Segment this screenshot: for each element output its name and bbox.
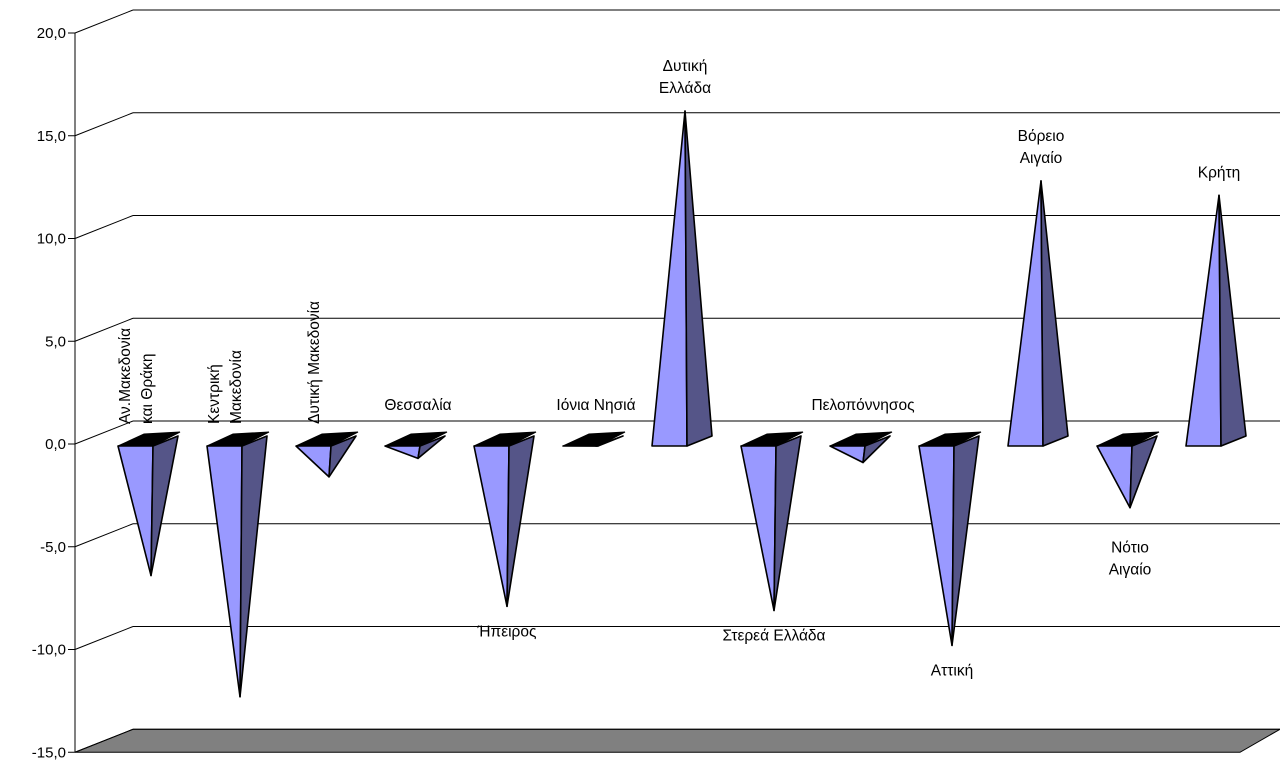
cone-side-face (595, 435, 624, 447)
category-label: Ιόνια Νησιά (556, 397, 635, 414)
cone-front-face (1007, 180, 1044, 447)
category-label: Κρήτη (1198, 164, 1241, 181)
cone-bar (918, 431, 982, 647)
cone-bar (740, 431, 804, 612)
cone-front-face (295, 445, 332, 478)
cone-side-face (684, 110, 713, 447)
cone-bar (562, 431, 626, 447)
category-label: Βόρειο (1018, 128, 1065, 145)
cone-side-face (328, 435, 357, 478)
y-tick-label: 0,0 (45, 436, 66, 453)
y-axis: 20,0 15,0 10,0 5,0 0,0 -5,0 -10,0 -15,0 (32, 25, 76, 761)
cone-bar (384, 431, 448, 460)
gridline-diagonal (74, 626, 134, 650)
category-label: Αν.Μακεδονία (117, 328, 134, 424)
cone-side-face (773, 435, 802, 612)
cone-side-face (1040, 180, 1069, 447)
gridline-diagonal (74, 728, 134, 753)
cone-front-face (829, 445, 866, 464)
category-label: και Θράκη (139, 354, 156, 424)
cone-front-face (117, 445, 154, 577)
cone-bar (295, 431, 359, 478)
cone-bar (1096, 431, 1160, 509)
cone-side-face (951, 435, 980, 647)
category-label: Ελλάδα (659, 80, 711, 97)
y-tick-label: -10,0 (32, 642, 66, 659)
cone-bar (651, 110, 713, 447)
gridline-diagonal (74, 420, 134, 445)
gridline-diagonal (74, 317, 134, 342)
category-label: Θεσσαλία (384, 397, 451, 414)
cone-side-face (1129, 435, 1158, 509)
cone-front-face (918, 445, 955, 647)
category-labels-layer: Αν.Μακεδονία και Θράκη Κεντρική Μακεδονία Δυ… (117, 58, 1240, 679)
cone-front-face (473, 445, 510, 608)
cone-front-face (740, 445, 777, 612)
category-label: Αιγαίο (1109, 562, 1152, 579)
y-tick-label: 10,0 (37, 231, 66, 248)
cone-front-face (206, 445, 243, 698)
grid-layer (74, 9, 1280, 753)
category-label: Αιγαίο (1020, 150, 1063, 167)
cone-bar (829, 431, 893, 464)
category-label: Στερεά Ελλάδα (722, 627, 825, 644)
gridline-diagonal (74, 523, 134, 548)
y-tick-label: -15,0 (32, 744, 66, 761)
cone-side-face (506, 435, 535, 608)
y-tick-label: 15,0 (37, 128, 66, 145)
category-label: Δυτική Μακεδονία (306, 301, 323, 424)
gridline-diagonal (74, 9, 134, 34)
cone-side-face (417, 435, 446, 460)
cone-side-face (1218, 194, 1247, 447)
y-tick-label: 5,0 (45, 333, 66, 350)
chart-floor-layer (74, 728, 1280, 753)
cone-front-face (1096, 445, 1133, 509)
y-tick-label: -5,0 (40, 539, 66, 556)
cone-bar (473, 431, 537, 608)
cone-bar (206, 431, 270, 698)
cone-side-face (862, 435, 891, 464)
cone-front-face (384, 445, 421, 460)
gridline-diagonal (74, 215, 134, 239)
cone-front-face (1185, 194, 1222, 447)
category-label: Μακεδονία (228, 350, 245, 424)
cone-bar (1185, 194, 1247, 447)
gridline-diagonal (74, 112, 134, 137)
category-label: Πελοπόννησος (811, 397, 914, 414)
chart-floor (74, 728, 1280, 753)
cone-side-face (239, 435, 268, 698)
cone-bar (117, 431, 181, 577)
category-label: Αττική (931, 662, 973, 679)
category-label: Ήπειρος (477, 623, 537, 640)
y-tick-label: 20,0 (37, 25, 66, 42)
category-label: Νότιο (1111, 540, 1149, 557)
cone-side-face (150, 435, 179, 577)
cone-bar (1007, 180, 1069, 447)
category-label: Δυτική (663, 58, 708, 75)
cone-front-face (651, 110, 688, 447)
cones-layer (117, 110, 1247, 698)
category-label: Κεντρική (206, 364, 223, 424)
